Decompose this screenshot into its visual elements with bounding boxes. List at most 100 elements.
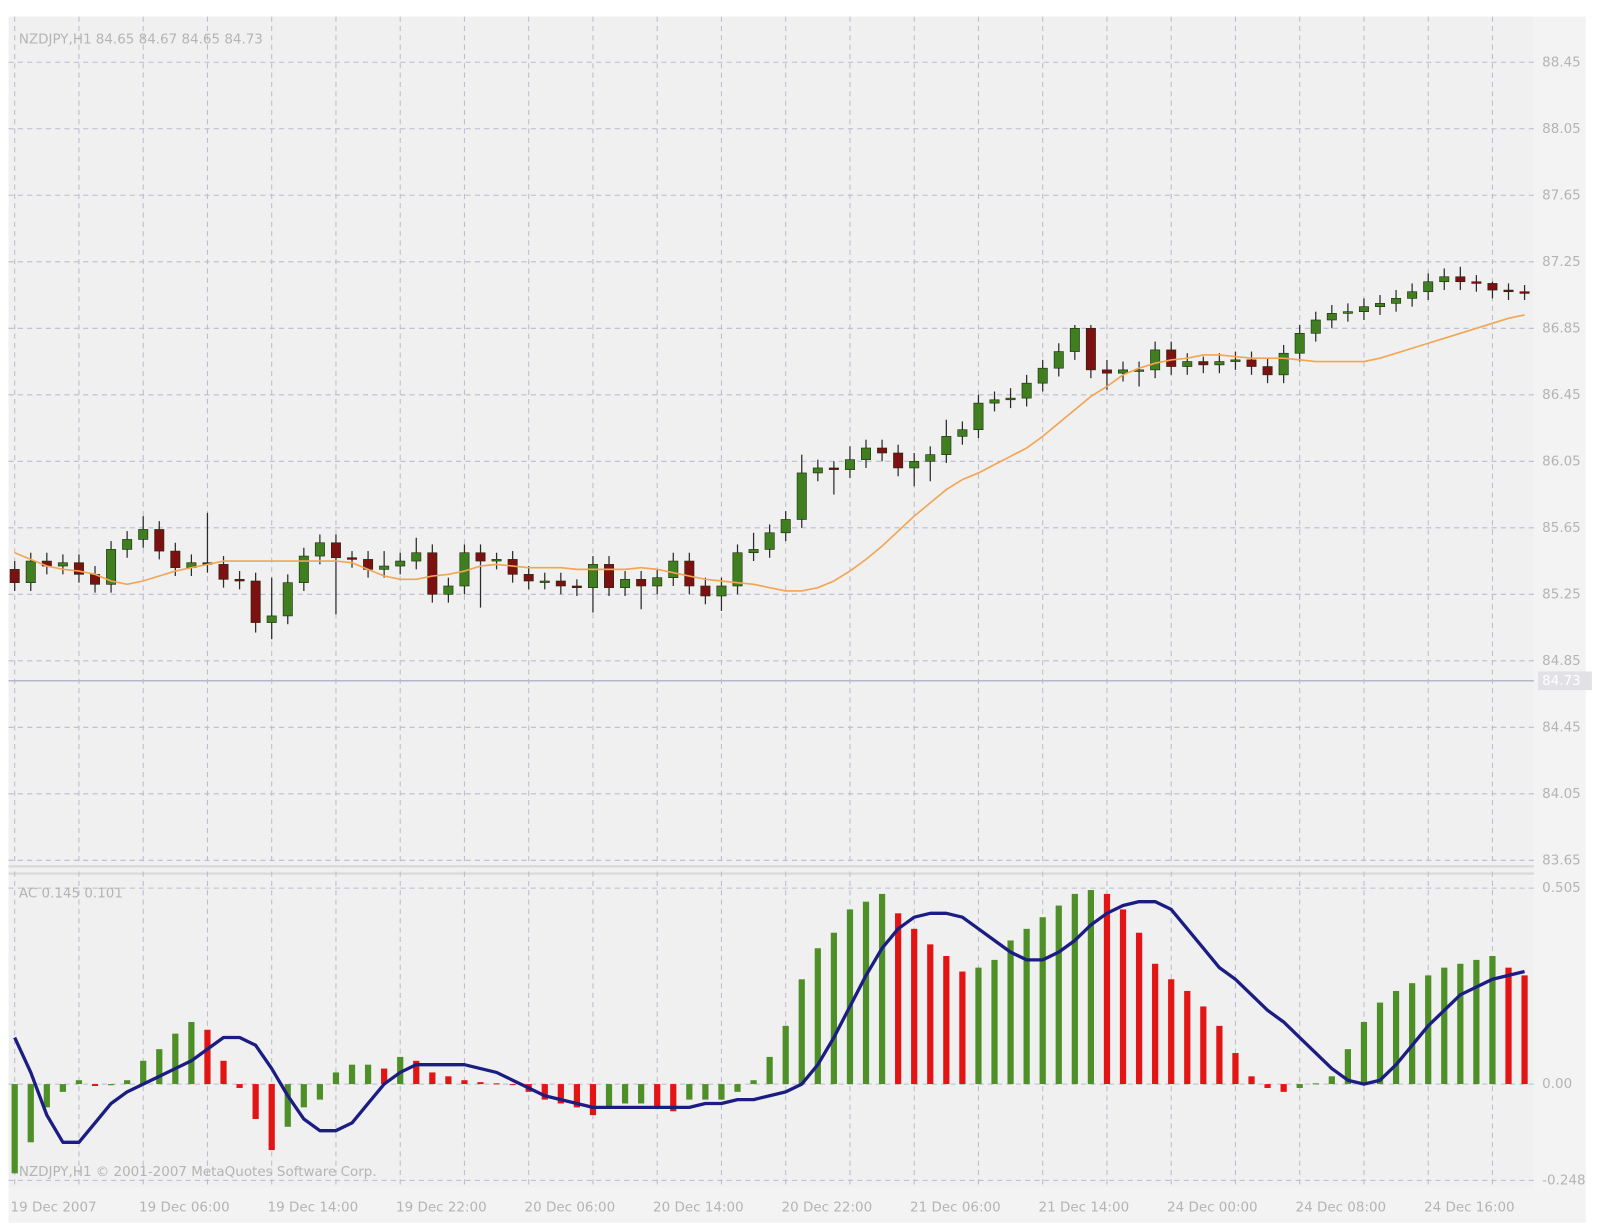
candle-body xyxy=(1455,276,1466,283)
histogram-bar xyxy=(493,1083,500,1085)
candle-body xyxy=(395,560,406,567)
candle-body xyxy=(989,399,1000,404)
histogram-bar xyxy=(895,913,902,1085)
histogram-bar xyxy=(1103,893,1111,1085)
histogram-bar xyxy=(927,944,934,1085)
candle-body xyxy=(652,577,663,587)
candle-body xyxy=(877,447,888,454)
histogram-bar xyxy=(605,1084,613,1108)
candle-body xyxy=(73,562,84,575)
histogram-bar xyxy=(1521,975,1528,1085)
candle-body xyxy=(218,564,229,580)
histogram-bar xyxy=(814,948,821,1085)
histogram-bar xyxy=(140,1060,147,1085)
candle-body xyxy=(1053,351,1064,369)
candle-body xyxy=(106,549,117,585)
x-tick-label: 19 Dec 2007 xyxy=(11,1199,97,1215)
histogram-bar xyxy=(1023,928,1030,1085)
candle-body xyxy=(170,550,181,569)
histogram-bar xyxy=(509,1084,516,1086)
histogram-bar xyxy=(1489,956,1496,1085)
y-tick-label: 86.05 xyxy=(1542,453,1581,469)
candle-body xyxy=(925,454,936,462)
histogram-bar xyxy=(59,1084,67,1092)
chart-title: NZDJPY,H1 84.65 84.67 84.65 84.73 xyxy=(19,31,263,47)
marks-layer xyxy=(8,266,1592,1174)
current-price-box xyxy=(1538,671,1592,691)
candle-body xyxy=(298,555,309,583)
candle-body xyxy=(941,436,952,455)
candle-body xyxy=(491,559,502,562)
histogram-bar xyxy=(638,1084,645,1104)
histogram-bar xyxy=(1296,1084,1303,1088)
histogram-bar xyxy=(461,1080,468,1085)
candle-body xyxy=(57,562,68,567)
candle-body xyxy=(1118,369,1128,374)
candle-body xyxy=(1471,281,1482,284)
y-tick-label: 87.25 xyxy=(1542,254,1581,270)
histogram-bar xyxy=(846,909,854,1085)
histogram-bar xyxy=(1055,905,1062,1085)
candle-body xyxy=(1085,327,1096,371)
watermark: NZDJPY,H1 © 2001-2007 MetaQuotes Softwar… xyxy=(19,1164,377,1180)
histogram-bar xyxy=(284,1084,291,1127)
histogram-bar xyxy=(541,1084,548,1100)
histogram-bar xyxy=(1152,963,1159,1085)
candle-body xyxy=(1278,352,1289,376)
y-tick-label: 84.45 xyxy=(1542,719,1581,735)
candle-body xyxy=(1198,361,1209,366)
candle-body xyxy=(684,560,695,587)
grid-layer xyxy=(8,16,1534,1187)
candle-body xyxy=(25,560,36,583)
histogram-bar xyxy=(589,1084,597,1116)
histogram-bar xyxy=(188,1021,195,1085)
histogram-bar xyxy=(1425,975,1432,1085)
histogram-bar xyxy=(782,1025,789,1085)
histogram-bar xyxy=(1184,990,1191,1085)
candle-body xyxy=(732,552,743,587)
y-tick-label: -0.248 xyxy=(1542,1172,1585,1188)
histogram-bar xyxy=(300,1084,307,1108)
histogram-bar xyxy=(156,1049,163,1085)
candle-body xyxy=(475,552,486,562)
candle-body xyxy=(636,579,647,587)
x-tick-label: 19 Dec 14:00 xyxy=(268,1199,359,1215)
histogram-bar xyxy=(397,1056,404,1085)
histogram-bar xyxy=(1360,1021,1368,1085)
y-tick-label: 88.45 xyxy=(1542,54,1581,70)
y-tick-label: 85.25 xyxy=(1542,586,1581,602)
histogram-bar xyxy=(1441,967,1448,1085)
y-tick-label: 0.505 xyxy=(1542,880,1581,896)
histogram-bar xyxy=(654,1084,661,1108)
candle-body xyxy=(571,585,582,588)
histogram-bar xyxy=(381,1068,388,1085)
histogram-bar xyxy=(316,1084,323,1100)
y-tick-label: 86.45 xyxy=(1542,387,1581,403)
x-tick-label: 20 Dec 06:00 xyxy=(525,1199,616,1215)
histogram-bar xyxy=(573,1084,580,1108)
current-price-label: 84.73 xyxy=(1542,673,1581,689)
histogram-bar xyxy=(878,893,886,1085)
histogram-bar xyxy=(204,1029,211,1085)
x-tick-label: 24 Dec 00:00 xyxy=(1167,1199,1258,1215)
candle-body xyxy=(122,539,133,550)
histogram-bar xyxy=(1071,893,1078,1085)
histogram-bar xyxy=(702,1084,709,1100)
candle-body xyxy=(282,582,293,617)
candle-body xyxy=(796,472,807,520)
y-tick-label: 83.65 xyxy=(1542,852,1581,868)
histogram-bar xyxy=(1200,1006,1207,1085)
histogram-bar xyxy=(1264,1084,1271,1088)
histogram-bar xyxy=(348,1064,356,1085)
histogram-bar xyxy=(268,1084,275,1151)
y-tick-label: 84.85 xyxy=(1542,653,1581,669)
candle-body xyxy=(9,569,20,583)
histogram-bar xyxy=(364,1064,372,1085)
candle-body xyxy=(1407,291,1418,299)
candle-body xyxy=(347,557,357,560)
candle-body xyxy=(138,529,149,540)
x-tick-label: 21 Dec 06:00 xyxy=(910,1199,1001,1215)
plot-background xyxy=(8,16,1534,1188)
